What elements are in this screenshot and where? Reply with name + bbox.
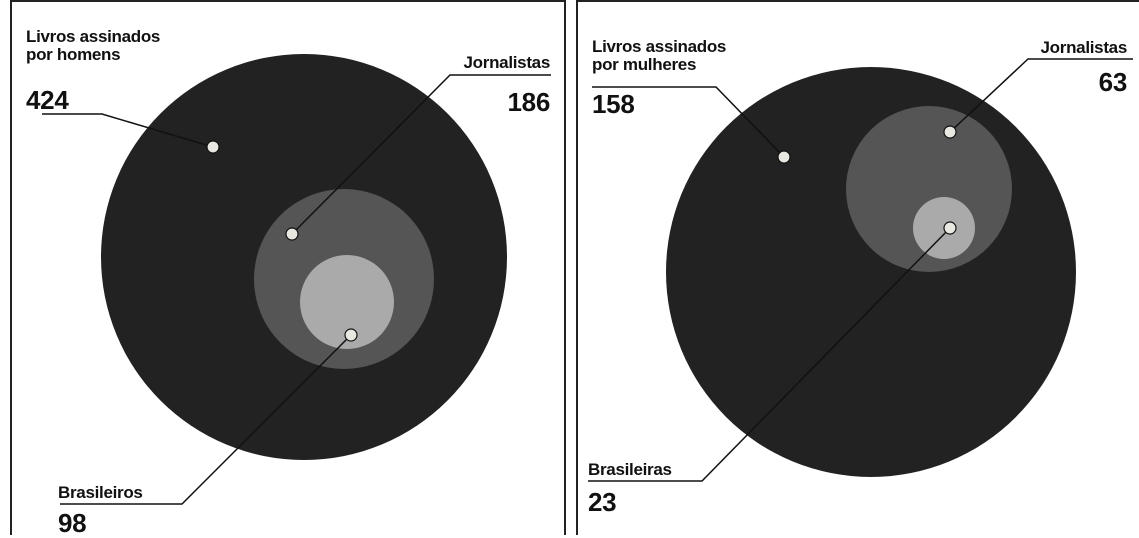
marker-brazilians-men [344,328,358,342]
value-brazilians-women: 23 [588,487,617,517]
marker-total-women [777,150,791,164]
leader-line-total-women [592,86,785,158]
marker-total-men [206,140,220,154]
value-journalists-women: 63 [1098,67,1128,97]
label-total-men: Livros assinados por homens [26,28,160,64]
leader-line-total-men [42,113,214,148]
leader-line-brazilians-men [60,334,352,505]
marker-journalists-women [943,125,957,139]
circle-total-women [666,67,1076,477]
marker-journalists-men [285,227,299,241]
chart-panel-men: Livros assinados por homens 424 Jornalis… [10,0,566,538]
label-total-women-line1: Livros assinados [592,37,727,56]
chart-panel-women: Livros assinados por mulheres 158 Jornal… [576,0,1139,535]
label-total-women: Livros assinados por mulheres [592,38,726,74]
leader-line-brazilians-women [588,227,951,482]
value-total-women: 158 [592,89,635,119]
label-journalists-men: Jornalistas [463,53,551,72]
circle-brazilians-men [300,255,394,349]
value-journalists-men: 186 [507,87,551,117]
label-total-men-line1: Livros assinados [26,27,161,46]
label-brazilians-women: Brasileiras [588,460,672,479]
leader-line-journalists-women [949,58,1133,133]
label-total-men-line2: por homens [26,44,121,64]
bubble-chart-women [588,58,1133,482]
bubble-chart-men [42,54,551,505]
value-total-men: 424 [26,85,69,115]
value-brazilians-men: 98 [58,508,87,538]
leader-line-journalists-men [291,74,551,235]
label-total-women-line2: por mulheres [592,54,697,74]
marker-brazilians-women [943,221,957,235]
label-journalists-women: Jornalistas [1040,38,1128,57]
label-brazilians-men: Brasileiros [58,483,143,502]
